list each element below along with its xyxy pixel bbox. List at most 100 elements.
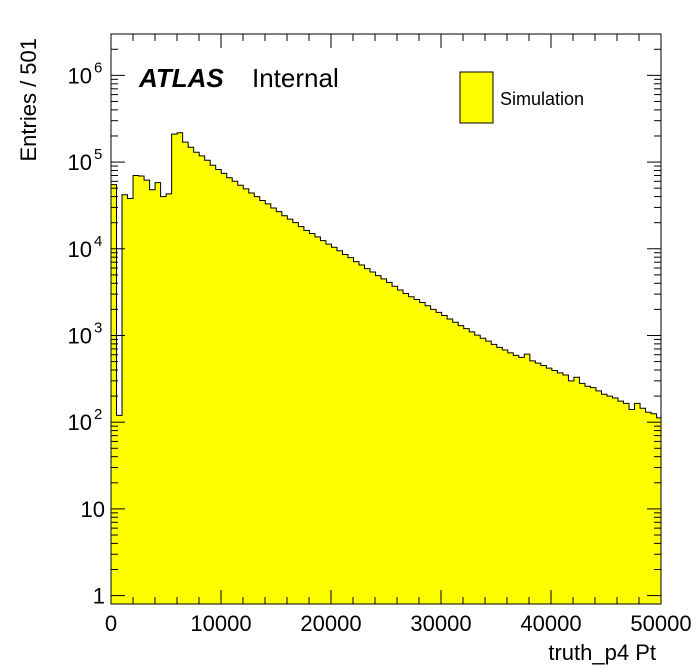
histogram-bin [452, 322, 459, 604]
x-tick-label: 0 [105, 611, 117, 636]
histogram-bin [606, 396, 613, 604]
histogram-bin [281, 215, 288, 605]
histogram-bars [111, 132, 662, 605]
histogram-bin [358, 264, 365, 604]
histogram-bin [298, 226, 305, 604]
histogram-bin [127, 198, 134, 604]
histogram-bin [573, 377, 580, 604]
atlas-label: ATLAS [138, 63, 224, 93]
histogram-bin [270, 208, 277, 604]
histogram-bin [133, 175, 139, 605]
y-tick-exponent: 2 [94, 406, 102, 423]
histogram-bin [111, 184, 117, 605]
y-tick-exponent: 3 [94, 319, 102, 336]
histogram-bin [122, 194, 128, 605]
histogram-bin [237, 185, 244, 604]
y-tick-label: 10 [68, 237, 92, 262]
histogram-bin [226, 177, 233, 604]
y-tick-label: 10 [68, 410, 92, 435]
plot-frame [110, 33, 662, 605]
histogram-bin [149, 189, 156, 604]
histogram-bin [518, 357, 525, 604]
histogram-bin [116, 415, 123, 604]
histogram-bin [171, 134, 178, 604]
histogram-bin [166, 193, 173, 605]
histogram-bin [507, 352, 514, 604]
histogram-bin [601, 394, 608, 604]
x-tick-label: 30000 [410, 611, 471, 636]
histogram-bin [540, 365, 547, 604]
histogram-bin [584, 386, 591, 604]
y-axis-title: Entries / 501 [16, 38, 41, 162]
histogram-bin [496, 347, 503, 604]
histogram-bin [458, 325, 465, 604]
histogram-bin [177, 132, 184, 604]
histogram-bin [397, 289, 404, 604]
histogram-bin [320, 240, 327, 605]
histogram-bin [386, 282, 393, 604]
histogram-bin [463, 328, 470, 604]
y-tick-exponent: 4 [94, 233, 102, 250]
histogram-bin [595, 390, 602, 604]
histogram-bin [513, 355, 520, 604]
histogram-bin [430, 309, 437, 604]
histogram-bin [618, 401, 624, 604]
histogram-bin [309, 233, 316, 604]
histogram-bin [408, 296, 415, 604]
histogram-bin [248, 192, 255, 604]
histogram-bin [353, 261, 360, 604]
x-tick-label: 20000 [300, 611, 361, 636]
histogram-bin [579, 383, 586, 604]
histogram-bin [331, 247, 338, 605]
histogram-bin [590, 387, 597, 604]
histogram-bin [656, 417, 662, 604]
histogram-bin [144, 180, 150, 604]
y-tick-label: 10 [68, 63, 92, 88]
x-axis: 0 10000 20000 30000 40000 50000 [105, 34, 692, 636]
histogram-bin [375, 275, 382, 604]
histogram-bin [403, 293, 409, 604]
histogram-bin [204, 160, 211, 604]
y-tick-label: 1 [93, 584, 105, 609]
histogram-bin [491, 344, 498, 604]
histogram-bin [232, 181, 239, 604]
histogram-bin [436, 312, 443, 604]
histogram-bin [562, 375, 569, 604]
histogram-bin [265, 203, 272, 605]
histogram-outline [110, 132, 662, 604]
histogram-bin [425, 305, 432, 604]
histogram-bin [188, 147, 195, 605]
histogram-bin [529, 360, 536, 604]
x-tick-label: 40000 [520, 611, 581, 636]
histogram-bin [215, 169, 222, 604]
histogram-bin [381, 278, 387, 604]
y-tick-label: 10 [81, 497, 105, 522]
x-tick-label: 50000 [630, 611, 691, 636]
histogram-bin [469, 331, 476, 604]
histogram-bin [182, 142, 189, 604]
x-tick-label: 10000 [190, 611, 251, 636]
histogram-bin [557, 372, 564, 604]
histogram-bin [414, 299, 421, 604]
histogram-bin [314, 236, 321, 604]
histogram-bin [160, 196, 167, 605]
histogram-bin [303, 230, 310, 604]
histogram-bin [502, 350, 509, 604]
histogram-bin [342, 254, 349, 604]
y-tick-exponent: 6 [94, 59, 102, 76]
histogram-bin [210, 165, 217, 604]
histogram-bin [419, 302, 426, 604]
histogram-bin [370, 271, 376, 604]
y-tick-exponent: 5 [94, 146, 102, 163]
legend-label: Simulation [500, 89, 584, 109]
x-axis-title: truth_p4 Pt [548, 640, 656, 665]
histogram-bin [441, 315, 448, 604]
histogram-bin [243, 188, 250, 604]
y-tick-label: 10 [68, 150, 92, 175]
histogram-bin [193, 152, 200, 605]
histogram-bin [480, 338, 487, 604]
histogram-bin [336, 250, 343, 604]
histogram-bin [485, 341, 492, 604]
legend-swatch [459, 71, 494, 124]
